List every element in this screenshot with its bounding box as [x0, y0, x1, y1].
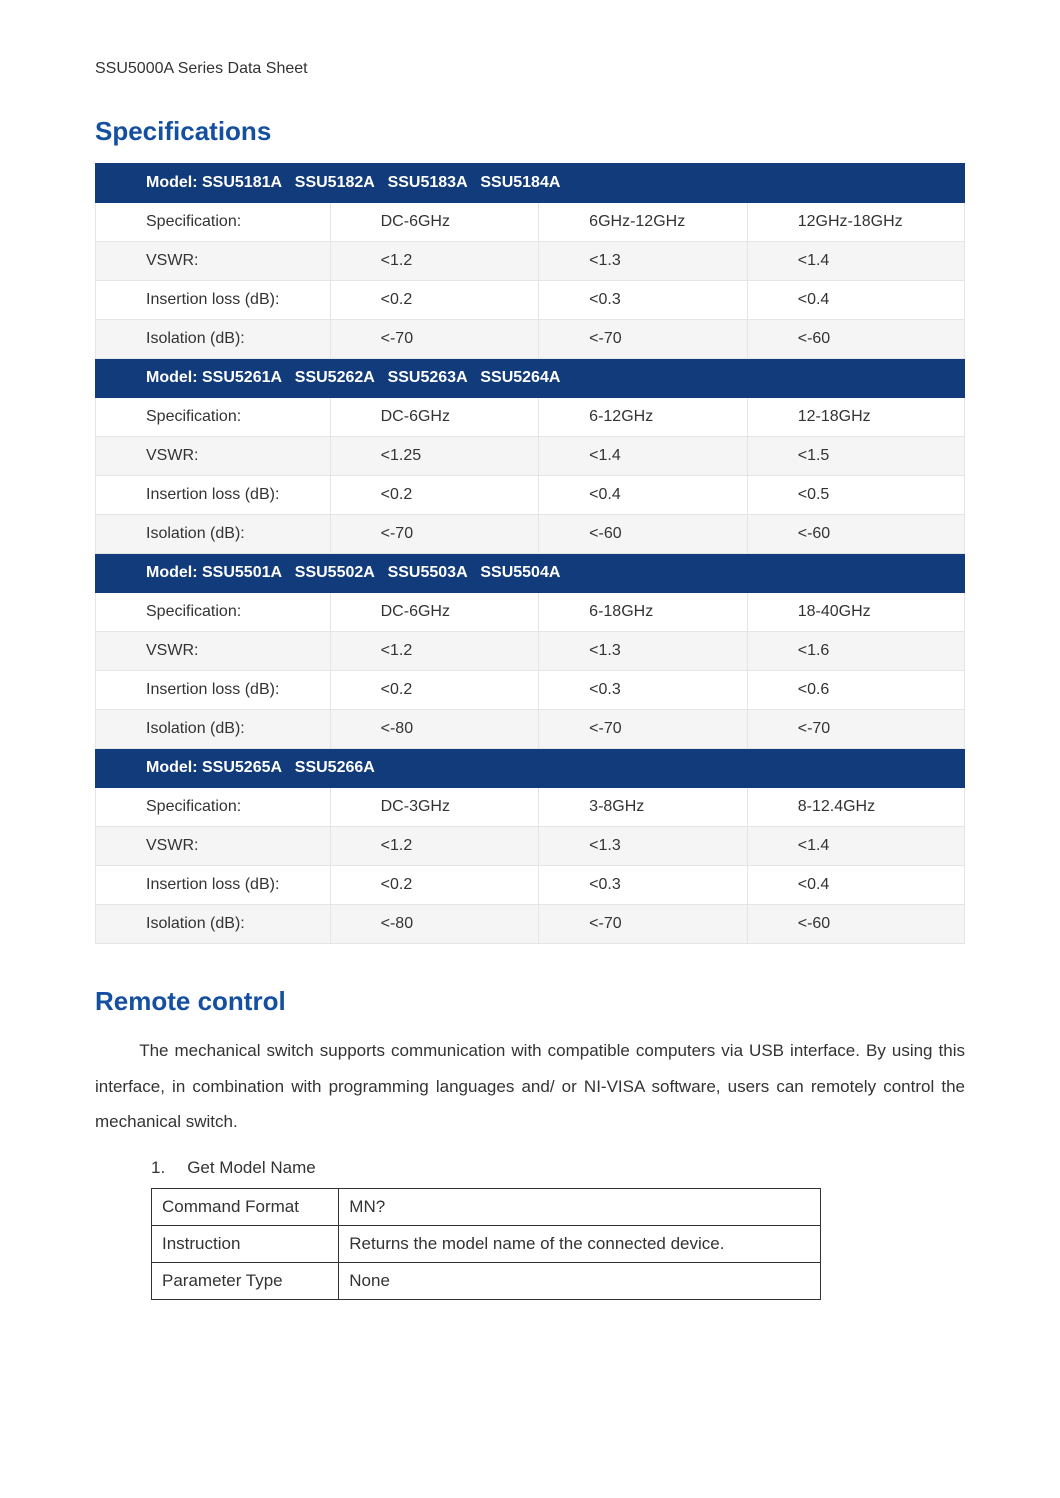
spec-cell: <0.2 [330, 866, 539, 905]
spec-cell: <-70 [330, 515, 539, 554]
spec-cell: 6-18GHz [539, 593, 748, 632]
spec-cell: <1.2 [330, 827, 539, 866]
spec-row-label: Insertion loss (dB): [96, 476, 331, 515]
spec-row-label: Isolation (dB): [96, 320, 331, 359]
spec-cell: 6GHz-12GHz [539, 203, 748, 242]
spec-cell: <1.2 [330, 242, 539, 281]
spec-cell: <1.3 [539, 242, 748, 281]
cmd-cell: Parameter Type [152, 1263, 339, 1300]
spec-cell: <0.2 [330, 281, 539, 320]
spec-cell: <0.3 [539, 281, 748, 320]
cmd-cell: MN? [339, 1189, 821, 1226]
remote-paragraph: The mechanical switch supports communica… [95, 1033, 965, 1140]
spec-cell: 8-12.4GHz [747, 788, 964, 827]
spec-cell: <0.3 [539, 671, 748, 710]
spec-cell: <1.3 [539, 632, 748, 671]
spec-cell: <0.4 [539, 476, 748, 515]
model-row: Model: SSU5261A SSU5262A SSU5263A SSU526… [96, 359, 965, 398]
spec-row-label: Specification: [96, 398, 331, 437]
spec-cell: 6-12GHz [539, 398, 748, 437]
spec-row-label: Specification: [96, 788, 331, 827]
spec-row-label: VSWR: [96, 437, 331, 476]
spec-cell: <-70 [539, 710, 748, 749]
list-item-text: Get Model Name [187, 1158, 316, 1178]
spec-cell: <0.4 [747, 866, 964, 905]
spec-cell: <1.6 [747, 632, 964, 671]
spec-cell: <-70 [539, 320, 748, 359]
spec-cell: <-80 [330, 905, 539, 944]
remote-control-title: Remote control [95, 986, 965, 1017]
spec-row-label: VSWR: [96, 242, 331, 281]
cmd-cell: Returns the model name of the connected … [339, 1226, 821, 1263]
spec-cell: 18-40GHz [747, 593, 964, 632]
model-row: Model: SSU5181A SSU5182A SSU5183A SSU518… [96, 164, 965, 203]
specifications-title: Specifications [95, 116, 965, 147]
spec-row-label: Specification: [96, 203, 331, 242]
spec-cell: <-60 [747, 905, 964, 944]
spec-cell: <1.4 [747, 827, 964, 866]
spec-row-label: Insertion loss (dB): [96, 866, 331, 905]
spec-cell: <0.2 [330, 671, 539, 710]
spec-row-label: Insertion loss (dB): [96, 671, 331, 710]
cmd-cell: Command Format [152, 1189, 339, 1226]
spec-cell: DC-3GHz [330, 788, 539, 827]
spec-cell: <1.25 [330, 437, 539, 476]
spec-cell: <0.5 [747, 476, 964, 515]
spec-row-label: Isolation (dB): [96, 515, 331, 554]
spec-cell: 3-8GHz [539, 788, 748, 827]
spec-cell: <-60 [747, 320, 964, 359]
spec-cell: <-70 [747, 710, 964, 749]
spec-cell: <-60 [747, 515, 964, 554]
spec-cell: DC-6GHz [330, 203, 539, 242]
list-item-1: 1. Get Model Name [151, 1158, 965, 1178]
spec-cell: <0.3 [539, 866, 748, 905]
cmd-cell: Instruction [152, 1226, 339, 1263]
doc-header: SSU5000A Series Data Sheet [95, 60, 965, 78]
spec-cell: 12GHz-18GHz [747, 203, 964, 242]
list-item-number: 1. [151, 1158, 165, 1178]
spec-cell: <0.2 [330, 476, 539, 515]
command-table: Command FormatMN?InstructionReturns the … [151, 1188, 821, 1300]
spec-cell: <0.4 [747, 281, 964, 320]
spec-cell: <1.4 [539, 437, 748, 476]
spec-cell: <-60 [539, 515, 748, 554]
spec-cell: <1.2 [330, 632, 539, 671]
spec-cell: <1.5 [747, 437, 964, 476]
model-row: Model: SSU5265A SSU5266A [96, 749, 965, 788]
cmd-cell: None [339, 1263, 821, 1300]
specifications-table: Model: SSU5181A SSU5182A SSU5183A SSU518… [95, 163, 965, 944]
spec-row-label: Insertion loss (dB): [96, 281, 331, 320]
spec-cell: <1.4 [747, 242, 964, 281]
spec-cell: <-70 [330, 320, 539, 359]
spec-row-label: Isolation (dB): [96, 905, 331, 944]
spec-cell: DC-6GHz [330, 593, 539, 632]
spec-row-label: VSWR: [96, 827, 331, 866]
spec-cell: <1.3 [539, 827, 748, 866]
spec-cell: DC-6GHz [330, 398, 539, 437]
spec-row-label: VSWR: [96, 632, 331, 671]
spec-row-label: Specification: [96, 593, 331, 632]
spec-row-label: Isolation (dB): [96, 710, 331, 749]
spec-cell: 12-18GHz [747, 398, 964, 437]
spec-cell: <-80 [330, 710, 539, 749]
spec-cell: <-70 [539, 905, 748, 944]
model-row: Model: SSU5501A SSU5502A SSU5503A SSU550… [96, 554, 965, 593]
spec-cell: <0.6 [747, 671, 964, 710]
